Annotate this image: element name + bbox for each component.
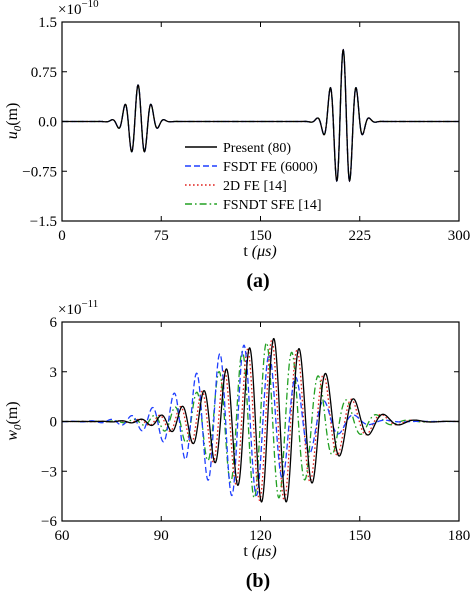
series-line-fsndt [62,341,460,499]
x-axis-label-b: t (μs) [243,543,276,560]
y-tick-label: −1.5 [30,214,57,230]
caption-b: (b) [246,570,270,592]
y-tick-label: 0.75 [31,65,57,81]
x-tick-label: 225 [349,228,372,244]
y-tick-label: 0.0 [38,115,57,131]
x-tick-label: 150 [349,528,372,544]
y-tick-label: 0 [50,415,58,431]
ticks-group-b: 60 90 120 150 180 −6 −3 0 3 6 [41,315,470,544]
x-tick-label: 0 [58,228,66,244]
chart-panel-b: 60 90 120 150 180 −6 −3 0 3 6 ×10−11 w0(m) t (μs)… [4,298,470,592]
y-axis-label-b: w0(m) [4,401,24,440]
caption-a: (a) [246,270,269,292]
exponent-label-b: ×10−11 [58,298,98,318]
series-group-a [62,48,459,183]
legend: Present (80) FSDT FE (6000) 2D FE [14] FSND… [185,141,322,213]
y-axis-label-a: u0(m) [4,103,24,140]
x-axis-label-a: t (μs) [243,243,276,260]
x-tick-label: 90 [154,528,169,544]
x-tick-label: 300 [448,228,471,244]
legend-label-fsndt: FSNDT SFE [14] [223,198,322,213]
legend-label-present: Present (80) [223,141,291,156]
y-tick-label: −0.75 [22,164,57,180]
x-tick-label: 75 [154,228,169,244]
y-tick-label: −3 [41,464,57,480]
y-tick-label: 3 [50,365,58,381]
ticks-group-a: 0 75 150 225 300 −1.5 −0.75 0.0 0.75 1.5 [22,15,470,244]
y-tick-label: 6 [50,315,58,331]
x-tick-label: 150 [249,228,272,244]
chart-panel-a: 0 75 150 225 300 −1.5 −0.75 0.0 0.75 1.5 ×10−10 u… [4,0,470,292]
series-line-present [62,48,459,183]
legend-label-fe2d: 2D FE [14] [223,179,287,194]
legend-label-fsdt: FSDT FE (6000) [223,160,318,175]
exponent-label-a: ×10−10 [58,0,99,18]
series-line-present [61,337,459,503]
y-tick-label: −6 [41,514,57,530]
y-tick-label: 1.5 [38,15,57,31]
x-tick-label: 120 [249,528,272,544]
x-tick-label: 180 [448,528,471,544]
x-tick-label: 60 [55,528,70,544]
series-group-b [61,337,460,503]
